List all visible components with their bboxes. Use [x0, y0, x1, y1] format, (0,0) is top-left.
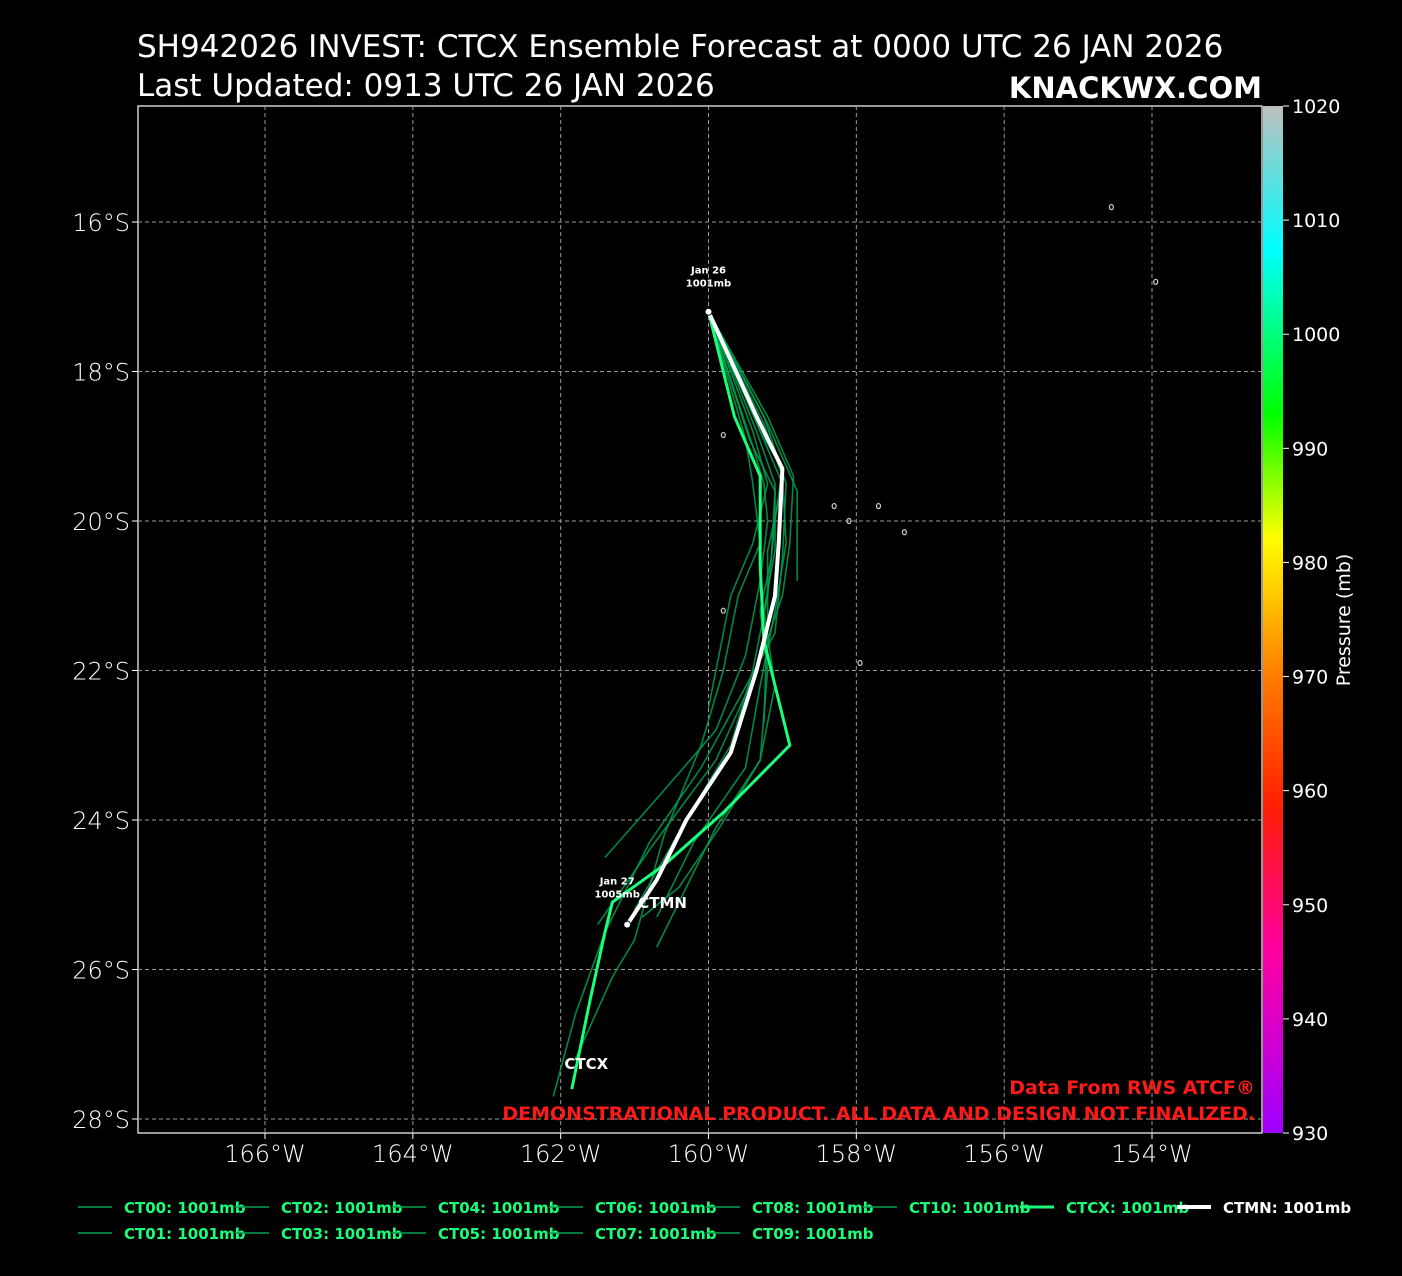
x-tick-label: 154°W — [1111, 1140, 1193, 1168]
x-tick-label: 156°W — [963, 1140, 1045, 1168]
x-tick-label: 160°W — [668, 1140, 750, 1168]
chart-title: SH942026 INVEST: CTCX Ensemble Forecast … — [137, 29, 1223, 65]
y-tick-label: 18°S — [72, 359, 130, 387]
legend-entry: CT08: 1001mb — [752, 1199, 874, 1217]
last-updated: Last Updated: 0913 UTC 26 JAN 2026 — [137, 68, 715, 104]
ctmn-track-line — [625, 310, 785, 926]
legend-entry: CT02: 1001mb — [281, 1199, 403, 1217]
colorbar-tick-label: 990 — [1292, 438, 1328, 460]
colorbar-tick-label: 950 — [1292, 895, 1328, 917]
marker-date-label: Jan 26 — [690, 266, 726, 277]
y-tick-label: 28°S — [72, 1106, 130, 1134]
colorbar-tick-label: 960 — [1292, 781, 1328, 803]
legend-entry: CT00: 1001mb — [124, 1199, 246, 1217]
island-outline — [1108, 203, 1114, 211]
island-outlines — [720, 203, 1159, 667]
island-outline — [1153, 278, 1159, 285]
member-track-ct09 — [574, 311, 762, 1060]
legend-entry: CT06: 1001mb — [595, 1199, 717, 1217]
island-outline — [831, 502, 837, 510]
y-tick-label: 16°S — [72, 209, 130, 237]
colorbar-tick-label: 1010 — [1292, 210, 1340, 232]
data-credit: Data From RWS ATCF® — [1009, 1077, 1255, 1099]
island-outline — [857, 659, 863, 667]
island-outline — [901, 529, 907, 536]
y-tick-label: 22°S — [72, 658, 130, 686]
position-marker — [623, 920, 632, 929]
ctcx-track — [570, 311, 792, 1090]
legend-entry: CT04: 1001mb — [438, 1199, 560, 1217]
legend-entry: CTMN: 1001mb — [1223, 1199, 1351, 1217]
legend-entry: CT03: 1001mb — [281, 1225, 403, 1243]
x-tick-label: 158°W — [816, 1140, 898, 1168]
island-outline — [846, 517, 852, 525]
ctmn-track — [625, 310, 785, 926]
track-label-ctmn: CTMN — [638, 894, 687, 912]
ctcx-track-line — [570, 311, 792, 1090]
island-outline — [720, 607, 726, 614]
legend-entry: CT10: 1001mb — [909, 1199, 1031, 1217]
colorbar-tick-label: 1020 — [1292, 96, 1340, 118]
colorbar-tick-label: 980 — [1292, 552, 1328, 574]
colorbar-ticks: 1020 1010 1000 990 980 970 960 950 940 930 — [1283, 96, 1340, 1145]
disclaimer: DEMONSTRATIONAL PRODUCT. ALL DATA AND DE… — [502, 1103, 1255, 1125]
x-tick-label: 166°W — [224, 1140, 306, 1168]
legend-entry: CT05: 1001mb — [438, 1225, 560, 1243]
colorbar-tick-label: 940 — [1292, 1009, 1328, 1031]
brand-logo: KNACKWX.COM — [1009, 71, 1262, 105]
legend-entry: CT07: 1001mb — [595, 1225, 717, 1243]
y-tick-label: 20°S — [72, 508, 130, 536]
position-marker — [704, 307, 713, 316]
marker-pressure-label: 1005mb — [594, 890, 639, 901]
island-outline — [720, 431, 726, 439]
x-tick-label: 164°W — [372, 1140, 454, 1168]
member-track-ct02 — [596, 311, 795, 926]
y-tick-label: 24°S — [72, 807, 130, 835]
y-tick-label: 26°S — [72, 957, 130, 985]
track-label-ctcx: CTCX — [564, 1055, 608, 1073]
legend: CT00: 1001mb CT02: 1001mb CT04: 1001mb CT06… — [78, 1199, 1351, 1243]
island-outline — [875, 502, 882, 510]
axis-tick-labels: 166°W 164°W 162°W 160°W 158°W 156°W 154°W 16°S 1… — [72, 209, 1193, 1168]
x-tick-label: 162°W — [520, 1140, 602, 1168]
member-track-ct08 — [641, 311, 776, 918]
legend-entry: CTCX: 1001mb — [1066, 1199, 1189, 1217]
map-frame — [137, 105, 1263, 1134]
marker-date-label: Jan 27 — [599, 877, 635, 888]
colorbar-tick-label: 930 — [1292, 1123, 1328, 1145]
pressure-colorbar — [1263, 106, 1283, 1133]
colorbar-tick-label: 1000 — [1292, 324, 1340, 346]
legend-entry: CT01: 1001mb — [124, 1225, 246, 1243]
marker-pressure-label: 1001mb — [686, 279, 731, 290]
colorbar-tick-label: 970 — [1292, 667, 1328, 689]
legend-entry: CT09: 1001mb — [752, 1225, 874, 1243]
colorbar-label: Pressure (mb) — [1333, 554, 1355, 687]
lat-lon-grid — [138, 106, 1262, 1133]
